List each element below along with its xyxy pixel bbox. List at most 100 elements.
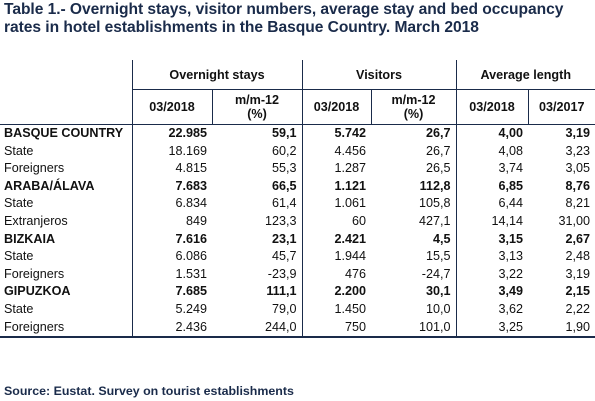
header-col-0317-average: 03/2017	[527, 89, 595, 125]
cell-value: -24,7	[421, 266, 451, 281]
cell-value: 66,5	[271, 178, 297, 193]
cell-value: 2,67	[565, 231, 591, 246]
row-label: State	[4, 143, 34, 158]
header-empty-cell	[0, 60, 132, 90]
cell-value: 18.169	[131, 142, 212, 161]
cell-value: 60	[301, 212, 371, 231]
table-row: Foreigners 1.531 -23,9 476 -24,7 3,22 3,19	[0, 265, 595, 284]
cell-value: 4,00	[455, 124, 528, 143]
header-col-0318-visitors: 03/2018	[301, 89, 371, 125]
header-col-mm12-overnight: m/m-12 (%)	[211, 89, 302, 125]
cell-value: 4,08	[455, 142, 528, 161]
header-col-0318-overnight: 03/2018	[131, 89, 212, 125]
cell-value: 26,5	[425, 161, 451, 176]
row-label: State	[4, 249, 34, 264]
table-row-region: GIPUZKOA 7.685 111,1 2.200 30,1 3,49 2,15	[0, 283, 595, 301]
cell-value: 3,49	[455, 283, 528, 301]
cell-value: 3,05	[565, 161, 591, 176]
cell-value: 59,1	[271, 126, 297, 140]
cell-value: 750	[301, 318, 371, 339]
table-row: State 18.169 60,2 4.456 26,7 4,08 3,23	[0, 142, 595, 161]
table-row: Extranjeros 849 123,3 60 427,1 14,14 31,00	[0, 212, 595, 231]
header-row-groups: Overnight stays Visitors Average length	[0, 60, 595, 90]
table-row: State 6.086 45,7 1.944 15,5 3,13 2,48	[0, 248, 595, 266]
cell-value: 26,7	[425, 143, 451, 158]
cell-value: 26,7	[425, 126, 451, 140]
cell-value: 112,8	[419, 178, 451, 193]
cell-value: 3,74	[455, 160, 528, 178]
cell-value: 244,0	[212, 318, 302, 339]
cell-value: 4,5	[432, 231, 451, 246]
row-label: BIZKAIA	[4, 231, 56, 246]
header-empty-cell	[0, 89, 132, 125]
header-row-columns: 03/2018 m/m-12 (%) 03/2018 m/m-12 (%) 03/2…	[0, 89, 595, 125]
cell-value: 7.616	[131, 230, 212, 249]
source-note: Source: Eustat. Survey on tourist establ…	[4, 384, 294, 398]
cell-value: 476	[301, 265, 371, 284]
table-row-region: BIZKAIA 7.616 23,1 2.421 4,5 3,15 2,67	[0, 230, 595, 249]
cell-value: 7.685	[131, 283, 212, 301]
row-label: State	[4, 301, 34, 316]
table-row: Foreigners 4.815 55,3 1.287 26,5 3,74 3,05	[0, 160, 595, 178]
cell-value: 123,3	[264, 213, 297, 228]
table-row: State 5.249 79,0 1.450 10,0 3,62 2,22	[0, 300, 595, 319]
cell-value: 1.531	[131, 265, 212, 284]
cell-value: 1.061	[301, 195, 371, 213]
cell-value: 1.450	[301, 300, 371, 319]
cell-value: 55,3	[271, 161, 297, 176]
cell-value: 3,22	[455, 265, 528, 284]
cell-value: 105,8	[418, 196, 451, 211]
cell-value: 2,48	[565, 249, 591, 264]
cell-value: 2.421	[301, 230, 371, 249]
table-body: BASQUE COUNTRY 22.985 59,1 5.742 26,7 4,00 3,1…	[0, 124, 595, 339]
cell-value: 2.200	[301, 283, 371, 301]
row-label: Extranjeros	[4, 213, 68, 228]
cell-value: 1.287	[301, 160, 371, 178]
row-label: State	[4, 196, 34, 211]
cell-value: 5.249	[131, 300, 212, 319]
cell-value: 6,85	[455, 177, 528, 196]
row-label: BASQUE COUNTRY	[4, 126, 124, 140]
cell-value: 1.121	[301, 177, 371, 196]
header-col-mm12-visitors: m/m-12 (%)	[370, 89, 456, 125]
cell-value: 3,13	[455, 248, 528, 266]
cell-value: 30,1	[425, 284, 451, 299]
cell-value: 79,0	[271, 301, 297, 316]
cell-value: 2,15	[565, 284, 591, 299]
cell-value: 2.436	[131, 318, 212, 339]
cell-value: 5.742	[301, 124, 371, 143]
row-label: Foreigners	[4, 266, 65, 281]
cell-value: 849	[131, 212, 212, 231]
cell-value: 22.985	[131, 124, 212, 143]
cell-value: 8,76	[565, 178, 591, 193]
header-visitors: Visitors	[301, 60, 456, 90]
cell-value: 3,19	[565, 266, 591, 281]
cell-value: 3,23	[565, 143, 591, 158]
cell-value: 14,14	[455, 212, 528, 231]
cell-value: 6,44	[455, 195, 528, 213]
cell-value: 4.815	[131, 160, 212, 178]
table-title: Table 1.- Overnight stays, visitor numbe…	[4, 1, 564, 36]
cell-value: 3,25	[455, 318, 528, 339]
cell-value: 1,90	[528, 318, 595, 339]
header-col-0318-average: 03/2018	[455, 89, 528, 125]
cell-value: 60,2	[271, 143, 297, 158]
cell-value: -23,9	[267, 266, 297, 281]
cell-value: 4.456	[301, 142, 371, 161]
cell-value: 23,1	[271, 231, 297, 246]
table-row-region: ARABA/ÁLAVA 7.683 66,5 1.121 112,8 6,85 8,76	[0, 177, 595, 196]
table-row: Foreigners 2.436 244,0 750 101,0 3,25 1,90	[0, 318, 595, 339]
cell-value: 2,22	[565, 301, 591, 316]
cell-value: 7.683	[131, 177, 212, 196]
header-average-length: Average length	[455, 60, 595, 90]
cell-value: 427,1	[418, 213, 451, 228]
cell-value: 6.086	[131, 248, 212, 266]
row-label: Foreigners	[4, 161, 65, 176]
cell-value: 111,1	[266, 284, 297, 299]
header-overnight-stays: Overnight stays	[131, 60, 302, 90]
row-label: ARABA/ÁLAVA	[4, 178, 95, 193]
data-table: Overnight stays Visitors Average length …	[0, 60, 595, 339]
cell-value: 10,0	[425, 301, 451, 316]
table-row: State 6.834 61,4 1.061 105,8 6,44 8,21	[0, 195, 595, 213]
cell-value: 45,7	[271, 249, 297, 264]
